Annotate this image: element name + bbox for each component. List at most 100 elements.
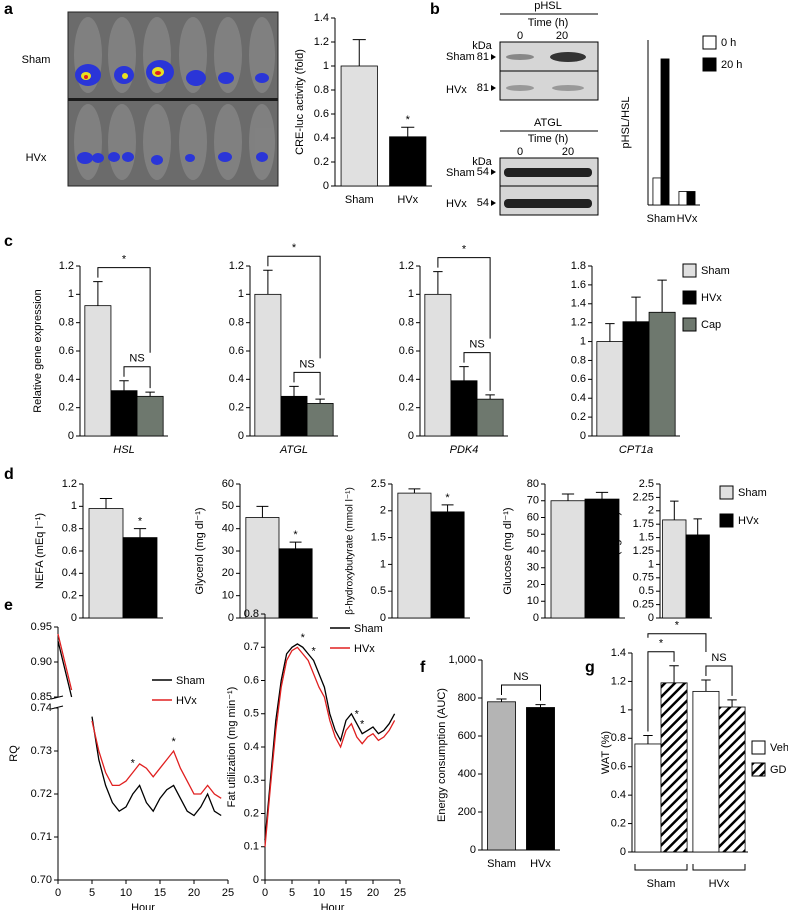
y-tick-label: 0.4 xyxy=(62,567,77,579)
y-tick-label: 0 xyxy=(238,430,244,442)
error-bar xyxy=(535,704,546,708)
y-axis-label: Glycerol (mg dl⁻¹) xyxy=(194,507,206,594)
row-label: Sham xyxy=(22,54,51,66)
y-tick-label: 0.70 xyxy=(31,874,52,886)
y-tick-label: 60 xyxy=(527,511,539,523)
y-tick-label: 1.2 xyxy=(62,478,77,490)
error-bar xyxy=(670,500,679,520)
bar xyxy=(122,537,158,619)
bar xyxy=(652,177,662,206)
x-tick-label: 5 xyxy=(289,887,295,899)
blot-time: 0 xyxy=(517,146,523,158)
x-tick-label: HVx xyxy=(677,213,698,225)
y-tick-label: 0.4 xyxy=(571,392,586,404)
error-bar xyxy=(669,665,679,683)
y-tick-label: 0.71 xyxy=(31,831,52,843)
y-tick-label: 0.1 xyxy=(244,841,259,853)
bar xyxy=(487,701,516,851)
y-tick-label: 0.8 xyxy=(611,732,626,744)
y-tick-label: 70 xyxy=(527,495,539,507)
y-tick-label: 0.2 xyxy=(399,402,414,414)
bar xyxy=(662,519,687,619)
y-tick-label: 1.8 xyxy=(571,260,586,272)
x-tick-label: Sham xyxy=(647,213,676,225)
bar xyxy=(718,706,746,853)
x-tick-label: 10 xyxy=(120,887,132,899)
y-tick-label: 0.6 xyxy=(244,674,259,686)
legend-label: Veh xyxy=(770,742,788,754)
bracket-label: NS xyxy=(469,338,484,350)
y-tick-label: 30 xyxy=(527,562,539,574)
error-bar xyxy=(595,491,609,500)
panel-label: g xyxy=(585,659,595,676)
blot-row: Sham xyxy=(446,51,475,63)
y-tick-label: 0.8 xyxy=(244,608,259,620)
y-tick-label: 1.2 xyxy=(399,260,414,272)
bar xyxy=(584,498,620,619)
line xyxy=(57,633,222,799)
y-tick-label: 0.2 xyxy=(571,411,586,423)
y-tick-label: 30 xyxy=(222,545,234,557)
bar xyxy=(280,395,308,437)
bar xyxy=(389,136,427,187)
y-tick-label: 40 xyxy=(222,523,234,535)
y-tick-label: 0.6 xyxy=(611,761,626,773)
y-axis-label: pHSL/HSL xyxy=(620,97,632,149)
x-tick-label: 20 xyxy=(188,887,200,899)
blot-unit: kDa xyxy=(472,156,492,168)
bar xyxy=(476,398,504,437)
y-tick-label: 0 xyxy=(323,180,329,192)
x-tick-label: ATGL xyxy=(279,444,308,456)
error-bar xyxy=(693,518,702,535)
x-tick-label: 10 xyxy=(313,887,325,899)
y-tick-label: 1 xyxy=(71,500,77,512)
y-tick-label: 0.5 xyxy=(639,585,654,597)
y-tick-label: 1.25 xyxy=(633,545,654,557)
error-bar xyxy=(99,498,113,509)
legend-swatch xyxy=(751,740,766,755)
y-tick-label: 0.5 xyxy=(371,585,386,597)
y-tick-label: 1.4 xyxy=(571,298,586,310)
y-tick-label: 20 xyxy=(527,578,539,590)
y-tick-label: 1.2 xyxy=(611,675,626,687)
annotation: * xyxy=(171,736,176,748)
y-tick-label: 0.8 xyxy=(399,317,414,329)
legend-swatch xyxy=(682,263,697,278)
y-tick-label: 0.6 xyxy=(314,108,329,120)
x-tick-label: 0 xyxy=(262,887,268,899)
y-axis-label: Fat utilization (mg min⁻¹) xyxy=(226,687,238,808)
error-bar xyxy=(289,385,299,397)
error-bar xyxy=(256,505,269,518)
annotation: * xyxy=(311,645,316,657)
y-tick-label: 0.72 xyxy=(31,788,52,800)
blot-time-label: Time (h) xyxy=(528,17,569,29)
y-tick-label: 0 xyxy=(253,874,259,886)
x-tick-label: PDK4 xyxy=(450,444,479,456)
x-tick-label: 20 xyxy=(367,887,379,899)
x-tick-label: Sham xyxy=(487,858,516,870)
panel-label: b xyxy=(430,1,440,18)
error-bar xyxy=(485,394,495,400)
y-tick-label: 0.73 xyxy=(31,745,52,757)
y-tick-label: 1.2 xyxy=(571,317,586,329)
y-tick-label: 0.5 xyxy=(244,708,259,720)
legend-swatch xyxy=(682,317,697,332)
y-tick-label: 0.2 xyxy=(244,807,259,819)
y-tick-label: 1.75 xyxy=(633,518,654,530)
y-tick-label: 0 xyxy=(68,430,74,442)
y-tick-label: 10 xyxy=(222,590,234,602)
y-tick-label: 2 xyxy=(380,505,386,517)
bar xyxy=(84,305,112,437)
line xyxy=(264,646,396,847)
error-bar xyxy=(145,391,155,397)
y-tick-label: 80 xyxy=(527,478,539,490)
blot-row: Sham xyxy=(446,167,475,179)
y-tick-label: 400 xyxy=(458,768,476,780)
bar xyxy=(278,548,313,619)
error-bar xyxy=(401,126,415,137)
error-bar xyxy=(441,504,454,512)
bracket-label: * xyxy=(675,620,680,632)
y-tick-label: 0.8 xyxy=(62,523,77,535)
y-tick-label: 0 xyxy=(408,430,414,442)
legend-label: HVx xyxy=(701,292,722,304)
